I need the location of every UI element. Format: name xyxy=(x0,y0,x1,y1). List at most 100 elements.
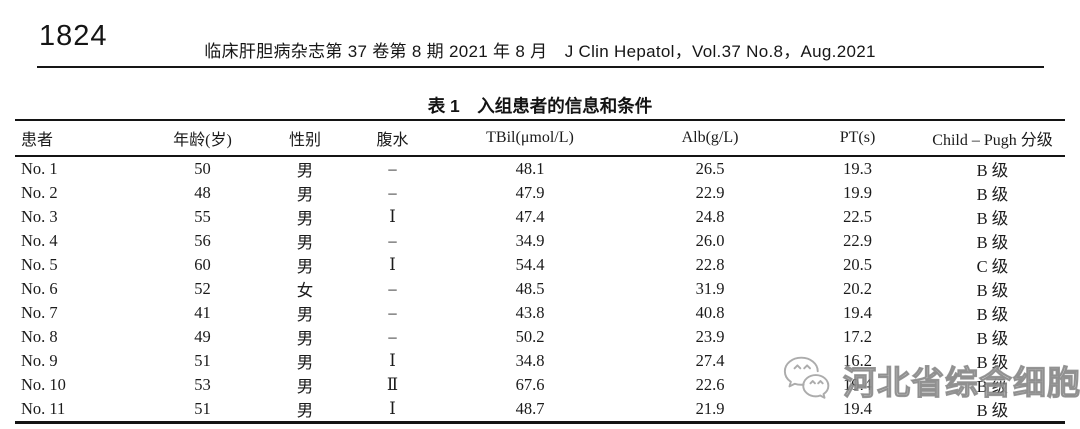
col-header-patient: 患者 xyxy=(15,120,145,157)
table-row: No. 7 41 男 – 43.8 40.8 19.4 B 级 xyxy=(15,301,1065,325)
cell-tbil: 47.4 xyxy=(515,207,545,226)
cell-ascites: Ⅱ xyxy=(386,375,399,394)
cell-age: 48 xyxy=(194,183,211,202)
cell-sex: 男 xyxy=(296,353,314,372)
cell-patient: No. 11 xyxy=(21,399,66,418)
col-header-pt: PT(s) xyxy=(795,120,920,157)
cell-tbil: 48.5 xyxy=(515,279,545,298)
cell-patient: No. 10 xyxy=(21,375,66,394)
table-row: No. 3 55 男 Ⅰ 47.4 24.8 22.5 B 级 xyxy=(15,205,1065,229)
cell-sex: 男 xyxy=(296,209,314,228)
cell-tbil: 43.8 xyxy=(515,303,545,322)
cell-age: 60 xyxy=(194,255,211,274)
table-row: No. 2 48 男 – 47.9 22.9 19.9 B 级 xyxy=(15,181,1065,205)
cell-patient: No. 4 xyxy=(21,231,58,250)
cell-patient: No. 5 xyxy=(21,255,58,274)
cell-pt: 16.2 xyxy=(843,351,872,370)
cell-pt: 19.4 xyxy=(843,399,872,418)
cell-age: 49 xyxy=(194,327,211,346)
table-row: No. 5 60 男 Ⅰ 54.4 22.8 20.5 C 级 xyxy=(15,253,1065,277)
cell-pt: 19.4 xyxy=(843,303,872,322)
cell-tbil: 48.7 xyxy=(515,399,545,418)
cell-alb: 22.8 xyxy=(695,255,725,274)
cell-tbil: 48.1 xyxy=(515,159,545,178)
col-header-tbil: TBil(μmol/L) xyxy=(435,120,625,157)
cell-alb: 22.6 xyxy=(695,375,725,394)
table-row: No. 9 51 男 Ⅰ 34.8 27.4 16.2 B 级 xyxy=(15,349,1065,373)
cell-pt: 17.2 xyxy=(843,327,872,346)
cell-age: 41 xyxy=(194,303,211,322)
cell-ascites: – xyxy=(388,327,397,346)
table-row: No. 4 56 男 – 34.9 26.0 22.9 B 级 xyxy=(15,229,1065,253)
cell-tbil: 34.8 xyxy=(515,351,545,370)
cell-ascites: Ⅰ xyxy=(389,399,396,418)
cell-sex: 男 xyxy=(296,185,314,204)
cell-pt: 22.9 xyxy=(843,231,872,250)
cell-alb: 40.8 xyxy=(695,303,725,322)
col-header-child-pugh: Child – Pugh 分级 xyxy=(920,120,1065,157)
table-row: No. 6 52 女 – 48.5 31.9 20.2 B 级 xyxy=(15,277,1065,301)
cell-pt: 19.3 xyxy=(843,159,872,178)
cell-tbil: 67.6 xyxy=(515,375,545,394)
cell-patient: No. 3 xyxy=(21,207,58,226)
cell-tbil: 50.2 xyxy=(515,327,545,346)
cell-child-pugh: B 级 xyxy=(976,353,1009,372)
cell-age: 50 xyxy=(194,159,211,178)
cell-sex: 男 xyxy=(296,329,314,348)
cell-sex: 男 xyxy=(296,257,314,276)
cell-ascites: – xyxy=(388,183,397,202)
cell-age: 51 xyxy=(194,399,211,418)
cell-pt: 19.4 xyxy=(843,375,872,394)
cell-child-pugh: B 级 xyxy=(976,209,1009,228)
cell-child-pugh: B 级 xyxy=(976,401,1009,420)
col-header-sex: 性别 xyxy=(260,120,350,157)
cell-tbil: 47.9 xyxy=(515,183,545,202)
table-row: No. 1 50 男 – 48.1 26.5 19.3 B 级 xyxy=(15,156,1065,181)
cell-pt: 20.2 xyxy=(843,279,872,298)
cell-sex: 男 xyxy=(296,161,314,180)
cell-alb: 27.4 xyxy=(695,351,725,370)
table-row: No. 10 53 男 Ⅱ 67.6 22.6 19.4 B 级 xyxy=(15,373,1065,397)
cell-child-pugh: B 级 xyxy=(976,233,1009,252)
cell-child-pugh: B 级 xyxy=(976,329,1009,348)
table-header-row: 患者 年龄(岁) 性别 腹水 TBil(μmol/L) Alb(g/L) PT(s) Chil… xyxy=(15,120,1065,157)
cell-alb: 26.0 xyxy=(695,231,725,250)
journal-header-line: 临床肝胆病杂志第 37 卷第 8 期 2021 年 8 月 J Clin Hep… xyxy=(204,42,876,61)
table-row: No. 8 49 男 – 50.2 23.9 17.2 B 级 xyxy=(15,325,1065,349)
cell-alb: 23.9 xyxy=(695,327,725,346)
cell-sex: 男 xyxy=(296,377,314,396)
cell-ascites: Ⅰ xyxy=(389,255,396,274)
cell-child-pugh: B 级 xyxy=(976,377,1009,396)
col-header-ascites: 腹水 xyxy=(350,120,435,157)
cell-ascites: Ⅰ xyxy=(389,351,396,370)
cell-pt: 22.5 xyxy=(843,207,872,226)
cell-tbil: 34.9 xyxy=(515,231,545,250)
col-header-age: 年龄(岁) xyxy=(145,120,260,157)
cell-child-pugh: B 级 xyxy=(976,161,1009,180)
cell-age: 56 xyxy=(194,231,211,250)
cell-sex: 女 xyxy=(296,281,314,300)
cell-patient: No. 1 xyxy=(21,159,58,178)
cell-patient: No. 7 xyxy=(21,303,58,322)
cell-age: 51 xyxy=(194,351,211,370)
cell-patient: No. 2 xyxy=(21,183,58,202)
cell-patient: No. 9 xyxy=(21,351,58,370)
cell-alb: 26.5 xyxy=(695,159,725,178)
cell-alb: 24.8 xyxy=(695,207,725,226)
cell-patient: No. 8 xyxy=(21,327,58,346)
cell-ascites: – xyxy=(388,231,397,250)
cell-child-pugh: B 级 xyxy=(976,305,1009,324)
col-header-alb: Alb(g/L) xyxy=(625,120,795,157)
cell-alb: 31.9 xyxy=(695,279,725,298)
cell-age: 52 xyxy=(194,279,211,298)
cell-child-pugh: C 级 xyxy=(976,257,1009,276)
cell-sex: 男 xyxy=(296,233,314,252)
cell-child-pugh: B 级 xyxy=(976,185,1009,204)
cell-pt: 20.5 xyxy=(843,255,872,274)
cell-ascites: – xyxy=(388,279,397,298)
header-rule xyxy=(37,66,1044,68)
page-number: 1824 xyxy=(39,20,108,52)
cell-age: 53 xyxy=(194,375,211,394)
cell-ascites: – xyxy=(388,303,397,322)
